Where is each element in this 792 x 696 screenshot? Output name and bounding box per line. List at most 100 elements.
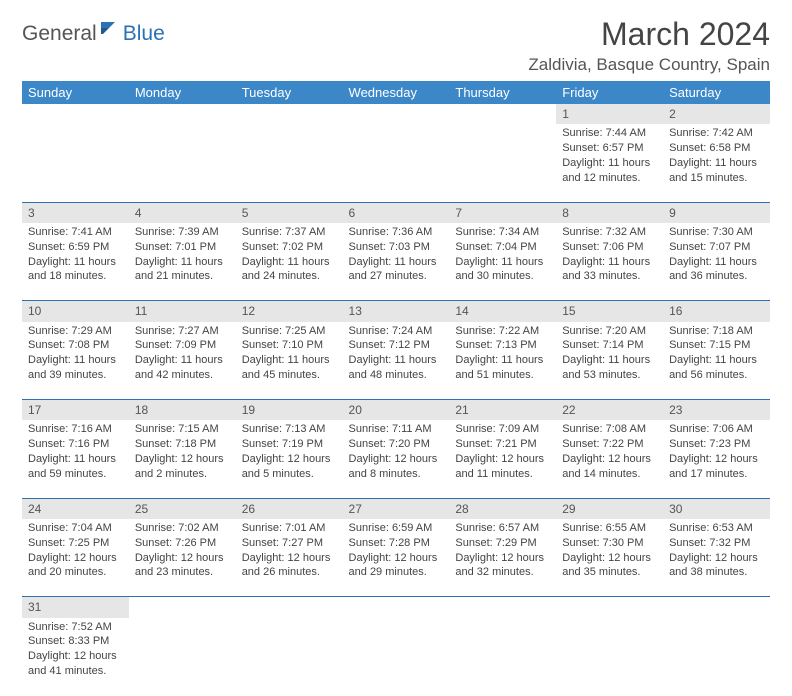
sunrise-text: Sunrise: 7:18 AM xyxy=(669,324,764,339)
title-block: March 2024 Zaldivia, Basque Country, Spa… xyxy=(528,16,770,75)
day-number-cell: 15 xyxy=(556,301,663,322)
sunrise-text: Sunrise: 6:55 AM xyxy=(562,521,657,536)
day-number-cell: 28 xyxy=(449,498,556,519)
sunrise-text: Sunrise: 7:36 AM xyxy=(349,225,444,240)
daylight-text-1: Daylight: 12 hours xyxy=(562,452,657,467)
day-detail-cell: Sunrise: 6:53 AMSunset: 7:32 PMDaylight:… xyxy=(663,519,770,597)
daylight-text-2: and 38 minutes. xyxy=(669,565,764,580)
day-number-cell: 11 xyxy=(129,301,236,322)
sunset-text: Sunset: 8:33 PM xyxy=(28,634,123,649)
day-detail-cell: Sunrise: 7:30 AMSunset: 7:07 PMDaylight:… xyxy=(663,223,770,301)
sunrise-text: Sunrise: 7:34 AM xyxy=(455,225,550,240)
day-number-cell: 9 xyxy=(663,202,770,223)
day-number-cell xyxy=(236,597,343,618)
day-number-cell: 23 xyxy=(663,400,770,421)
sunrise-text: Sunrise: 7:42 AM xyxy=(669,126,764,141)
daylight-text-1: Daylight: 12 hours xyxy=(28,649,123,664)
daylight-text-2: and 53 minutes. xyxy=(562,368,657,383)
day-header: Monday xyxy=(129,81,236,104)
sunset-text: Sunset: 7:32 PM xyxy=(669,536,764,551)
day-header: Friday xyxy=(556,81,663,104)
day-number-cell: 8 xyxy=(556,202,663,223)
daylight-text-2: and 20 minutes. xyxy=(28,565,123,580)
daylight-text-1: Daylight: 12 hours xyxy=(349,452,444,467)
daynum-row: 17181920212223 xyxy=(22,400,770,421)
sunrise-text: Sunrise: 7:09 AM xyxy=(455,422,550,437)
day-number-cell xyxy=(556,597,663,618)
sunset-text: Sunset: 6:57 PM xyxy=(562,141,657,156)
day-number-cell xyxy=(129,104,236,124)
sunset-text: Sunset: 7:10 PM xyxy=(242,338,337,353)
day-header: Wednesday xyxy=(343,81,450,104)
sunrise-text: Sunrise: 7:25 AM xyxy=(242,324,337,339)
sunset-text: Sunset: 7:03 PM xyxy=(349,240,444,255)
sunset-text: Sunset: 7:28 PM xyxy=(349,536,444,551)
daylight-text-2: and 56 minutes. xyxy=(669,368,764,383)
day-number-cell: 5 xyxy=(236,202,343,223)
day-number-cell: 1 xyxy=(556,104,663,124)
day-detail-cell xyxy=(236,124,343,202)
daylight-text-2: and 42 minutes. xyxy=(135,368,230,383)
day-number-cell: 3 xyxy=(22,202,129,223)
daylight-text-2: and 33 minutes. xyxy=(562,269,657,284)
day-detail-cell: Sunrise: 7:22 AMSunset: 7:13 PMDaylight:… xyxy=(449,322,556,400)
day-detail-cell xyxy=(129,124,236,202)
daylight-text-1: Daylight: 12 hours xyxy=(28,551,123,566)
day-detail-cell: Sunrise: 7:41 AMSunset: 6:59 PMDaylight:… xyxy=(22,223,129,301)
daylight-text-1: Daylight: 11 hours xyxy=(242,255,337,270)
day-detail-cell: Sunrise: 7:36 AMSunset: 7:03 PMDaylight:… xyxy=(343,223,450,301)
daynum-row: 3456789 xyxy=(22,202,770,223)
sunrise-text: Sunrise: 7:08 AM xyxy=(562,422,657,437)
daylight-text-1: Daylight: 11 hours xyxy=(669,255,764,270)
day-number-cell: 6 xyxy=(343,202,450,223)
sunrise-text: Sunrise: 7:32 AM xyxy=(562,225,657,240)
day-header: Thursday xyxy=(449,81,556,104)
day-number-cell: 29 xyxy=(556,498,663,519)
sunset-text: Sunset: 7:19 PM xyxy=(242,437,337,452)
daylight-text-1: Daylight: 12 hours xyxy=(669,551,764,566)
daylight-text-2: and 30 minutes. xyxy=(455,269,550,284)
sunrise-text: Sunrise: 7:39 AM xyxy=(135,225,230,240)
daylight-text-1: Daylight: 12 hours xyxy=(242,551,337,566)
day-number-cell: 7 xyxy=(449,202,556,223)
sunset-text: Sunset: 7:14 PM xyxy=(562,338,657,353)
day-header: Sunday xyxy=(22,81,129,104)
sunrise-text: Sunrise: 7:13 AM xyxy=(242,422,337,437)
day-number-cell: 19 xyxy=(236,400,343,421)
sunset-text: Sunset: 6:58 PM xyxy=(669,141,764,156)
day-detail-cell: Sunrise: 7:44 AMSunset: 6:57 PMDaylight:… xyxy=(556,124,663,202)
day-detail-cell: Sunrise: 7:39 AMSunset: 7:01 PMDaylight:… xyxy=(129,223,236,301)
sunset-text: Sunset: 7:25 PM xyxy=(28,536,123,551)
daylight-text-1: Daylight: 11 hours xyxy=(562,353,657,368)
day-detail-cell: Sunrise: 7:11 AMSunset: 7:20 PMDaylight:… xyxy=(343,420,450,498)
day-detail-cell xyxy=(663,618,770,696)
sunset-text: Sunset: 7:06 PM xyxy=(562,240,657,255)
daylight-text-1: Daylight: 11 hours xyxy=(455,255,550,270)
sunrise-text: Sunrise: 7:41 AM xyxy=(28,225,123,240)
sunrise-text: Sunrise: 7:37 AM xyxy=(242,225,337,240)
daylight-text-1: Daylight: 12 hours xyxy=(455,551,550,566)
day-number-cell xyxy=(129,597,236,618)
day-detail-cell xyxy=(236,618,343,696)
day-header: Tuesday xyxy=(236,81,343,104)
sunrise-text: Sunrise: 7:22 AM xyxy=(455,324,550,339)
daylight-text-1: Daylight: 11 hours xyxy=(135,353,230,368)
daylight-text-2: and 8 minutes. xyxy=(349,467,444,482)
daylight-text-1: Daylight: 11 hours xyxy=(455,353,550,368)
day-detail-cell: Sunrise: 7:18 AMSunset: 7:15 PMDaylight:… xyxy=(663,322,770,400)
day-number-cell: 22 xyxy=(556,400,663,421)
daylight-text-2: and 2 minutes. xyxy=(135,467,230,482)
day-number-cell xyxy=(343,597,450,618)
daylight-text-2: and 17 minutes. xyxy=(669,467,764,482)
day-detail-cell: Sunrise: 7:52 AMSunset: 8:33 PMDaylight:… xyxy=(22,618,129,696)
day-number-cell: 31 xyxy=(22,597,129,618)
sunset-text: Sunset: 7:27 PM xyxy=(242,536,337,551)
daylight-text-1: Daylight: 12 hours xyxy=(135,551,230,566)
day-number-cell: 25 xyxy=(129,498,236,519)
day-detail-cell: Sunrise: 7:04 AMSunset: 7:25 PMDaylight:… xyxy=(22,519,129,597)
day-detail-cell xyxy=(343,124,450,202)
day-number-cell: 2 xyxy=(663,104,770,124)
daylight-text-2: and 39 minutes. xyxy=(28,368,123,383)
sunrise-text: Sunrise: 7:06 AM xyxy=(669,422,764,437)
daylight-text-2: and 45 minutes. xyxy=(242,368,337,383)
